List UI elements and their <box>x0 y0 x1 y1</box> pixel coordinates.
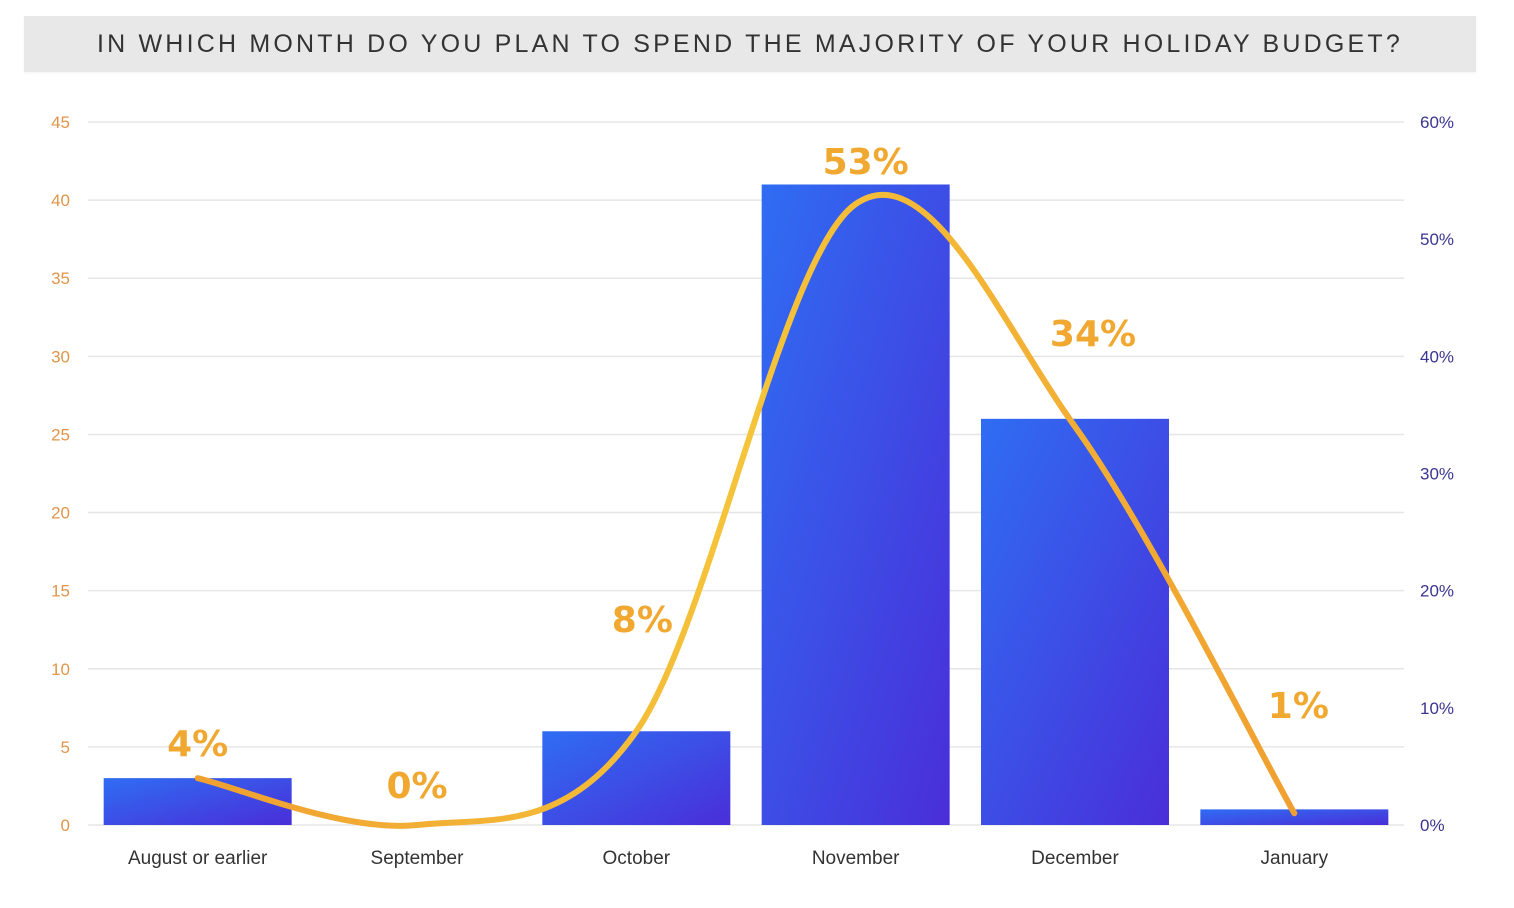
percent-line <box>194 192 1298 829</box>
left-tick-label: 15 <box>51 582 70 601</box>
chart-title: IN WHICH MONTH DO YOU PLAN TO SPEND THE … <box>96 29 1404 58</box>
grid-lines <box>88 121 1404 826</box>
left-tick-label: 40 <box>51 191 70 210</box>
category-label: December <box>1031 848 1119 869</box>
bars <box>103 184 1389 825</box>
bar-january <box>1200 809 1389 825</box>
right-tick-label: 10% <box>1420 699 1454 718</box>
right-tick-label: 50% <box>1420 230 1454 249</box>
category-label: January <box>1261 848 1329 869</box>
category-label: August or earlier <box>128 848 268 869</box>
category-label: September <box>371 848 465 869</box>
right-tick-label: 60% <box>1420 113 1454 132</box>
right-tick-label: 40% <box>1420 347 1454 366</box>
left-tick-label: 25 <box>51 425 70 444</box>
data-label: 53% <box>823 142 909 183</box>
right-tick-label: 20% <box>1420 582 1454 601</box>
left-tick-label: 20 <box>51 504 70 523</box>
left-axis: 0 5 10 15 20 25 30 35 40 45 <box>51 113 70 835</box>
left-tick-label: 0 <box>61 816 70 835</box>
data-label: 1% <box>1268 686 1329 727</box>
category-label: November <box>812 848 900 869</box>
category-label: October <box>603 848 671 869</box>
percent-line-path <box>194 192 1298 829</box>
data-label: 0% <box>386 766 447 807</box>
chart-title-bar: IN WHICH MONTH DO YOU PLAN TO SPEND THE … <box>24 16 1476 72</box>
left-tick-label: 35 <box>51 269 70 288</box>
bar-october <box>542 731 731 825</box>
category-labels: August or earlier September October Novembe… <box>128 848 1329 869</box>
bar-august-or-earlier <box>103 778 292 825</box>
right-tick-label: 0% <box>1420 816 1445 835</box>
left-tick-label: 5 <box>61 738 70 757</box>
right-axis: 0% 10% 20% 30% 40% 50% 60% <box>1420 113 1454 835</box>
bar-december <box>981 418 1169 825</box>
data-label: 8% <box>612 600 673 641</box>
left-tick-label: 45 <box>51 113 70 132</box>
data-label: 4% <box>167 724 228 765</box>
data-label: 34% <box>1050 314 1136 355</box>
right-tick-label: 30% <box>1420 465 1454 484</box>
left-tick-label: 30 <box>51 347 70 366</box>
data-labels: 4% 0% 8% 53% 34% 1% <box>167 142 1329 807</box>
left-tick-label: 10 <box>51 660 70 679</box>
bar-november <box>761 184 950 825</box>
